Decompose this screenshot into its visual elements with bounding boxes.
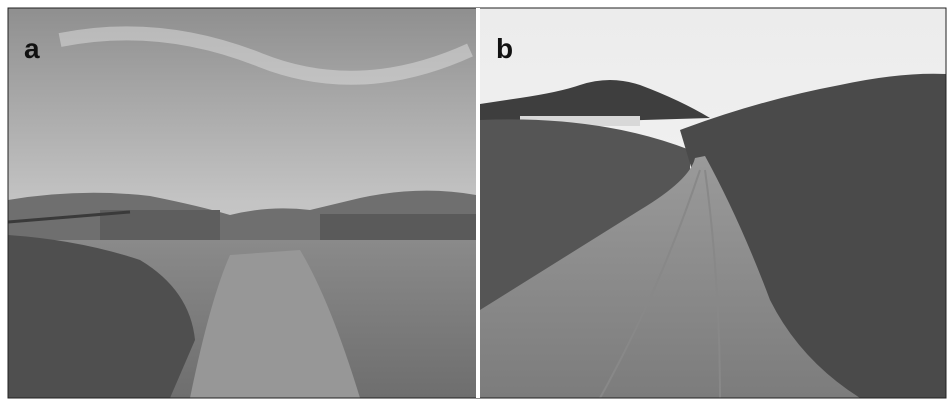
panel-a: a — [8, 8, 476, 398]
page: a b (() => { const data = JSON.parse(doc… — [0, 0, 948, 402]
panel-label: b — [496, 33, 513, 64]
panel-b: b — [480, 8, 946, 398]
panel-label: a — [24, 33, 40, 64]
figure: a b — [0, 0, 948, 402]
